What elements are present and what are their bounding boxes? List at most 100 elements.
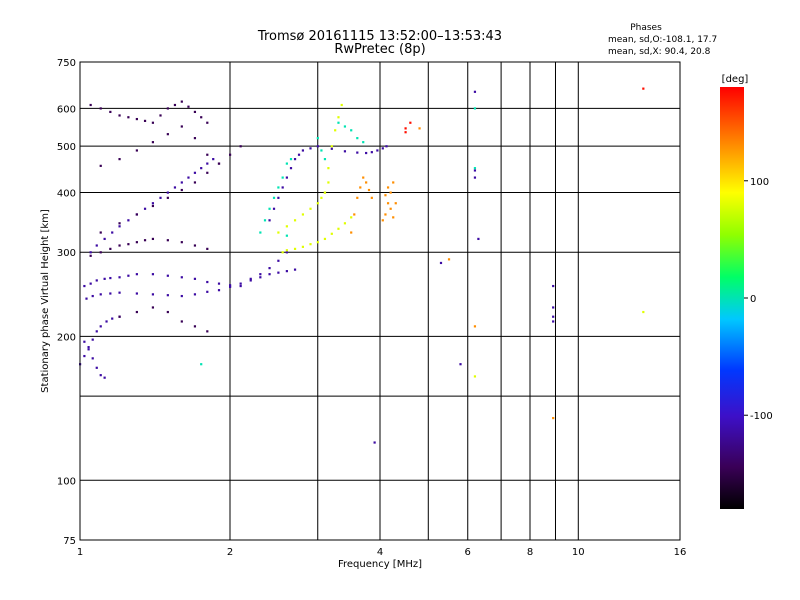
x-tick-label: 4 (377, 547, 383, 558)
data-point (118, 225, 121, 228)
data-point (301, 245, 305, 248)
data-point (239, 282, 242, 285)
data-point (285, 249, 288, 252)
data-point (206, 162, 209, 165)
data-point (334, 129, 337, 132)
data-point (392, 181, 395, 184)
data-point (206, 290, 209, 293)
data-point (392, 216, 395, 219)
data-point (91, 357, 94, 360)
data-point (118, 315, 121, 318)
data-point (109, 276, 112, 280)
data-point (316, 137, 319, 140)
data-point (285, 225, 288, 228)
colorbar-tick-label: 100 (750, 177, 769, 188)
data-point (293, 247, 297, 250)
data-point (268, 207, 271, 210)
data-point (323, 237, 327, 241)
data-point (151, 121, 155, 124)
data-point (99, 325, 102, 328)
data-point (180, 125, 183, 128)
data-point (217, 162, 221, 165)
data-point (193, 293, 197, 296)
x-axis-label: Frequency [MHz] (338, 559, 422, 570)
data-point (268, 273, 271, 276)
data-point (473, 325, 477, 328)
data-points (79, 87, 645, 444)
data-point (180, 294, 183, 298)
y-axis-ticks: 75 100 200 300 400 500 600 750 (57, 58, 76, 547)
data-point (447, 258, 451, 261)
data-point (118, 158, 121, 161)
data-point (151, 306, 155, 309)
data-point (193, 171, 197, 174)
data-point (316, 145, 319, 148)
data-point (99, 107, 102, 110)
data-point (359, 186, 362, 189)
data-point (309, 243, 312, 246)
data-point (293, 219, 297, 222)
data-point (316, 241, 319, 244)
data-point (381, 147, 384, 150)
data-point (118, 276, 121, 279)
data-point (323, 191, 327, 194)
data-point (206, 330, 209, 333)
data-point (394, 202, 397, 205)
data-point (642, 87, 645, 90)
data-point (229, 285, 232, 288)
data-point (151, 202, 155, 205)
data-point (362, 176, 365, 179)
data-point (389, 191, 392, 194)
data-point (356, 196, 359, 199)
data-point (281, 176, 284, 179)
data-point (127, 116, 130, 119)
data-point (135, 273, 138, 276)
data-point (193, 110, 197, 114)
data-point (552, 306, 555, 309)
data-point (343, 222, 347, 225)
plot-frame (79, 61, 681, 541)
data-point (552, 320, 555, 323)
data-point (642, 310, 645, 314)
data-point (277, 259, 280, 262)
data-point (473, 167, 477, 170)
data-point (362, 141, 365, 144)
data-point (135, 213, 138, 216)
data-point (376, 149, 379, 152)
data-point (109, 292, 112, 295)
data-point (356, 137, 359, 140)
data-point (343, 125, 347, 128)
data-point (277, 196, 280, 199)
data-point (212, 158, 215, 161)
data-point (95, 366, 98, 369)
colorbar-tick-label: -100 (750, 411, 773, 422)
data-point (330, 145, 333, 148)
data-point (386, 202, 390, 205)
data-point (143, 207, 147, 210)
data-point (206, 280, 209, 284)
data-point (159, 114, 162, 117)
data-point (83, 340, 86, 343)
data-point (143, 119, 147, 123)
data-point (285, 251, 288, 254)
data-point (356, 151, 359, 154)
data-point (263, 219, 267, 222)
data-point (229, 284, 232, 287)
data-point (404, 131, 407, 134)
grid-lines (80, 62, 680, 540)
data-point (111, 317, 114, 320)
data-point (173, 103, 177, 107)
data-point (103, 277, 106, 280)
data-point (118, 114, 121, 117)
data-point (95, 279, 98, 282)
data-point (151, 293, 155, 296)
data-point (89, 103, 92, 107)
data-point (99, 293, 102, 296)
data-point (309, 207, 312, 210)
data-point (95, 330, 98, 333)
x-tick-label: 8 (527, 547, 533, 558)
data-point (151, 237, 155, 241)
y-axis-label: Stationary phase Virtual Height [km] (40, 209, 51, 393)
chart-title: Tromsø 20161115 13:52:00–13:53:43 (257, 29, 502, 44)
data-point (327, 167, 330, 170)
